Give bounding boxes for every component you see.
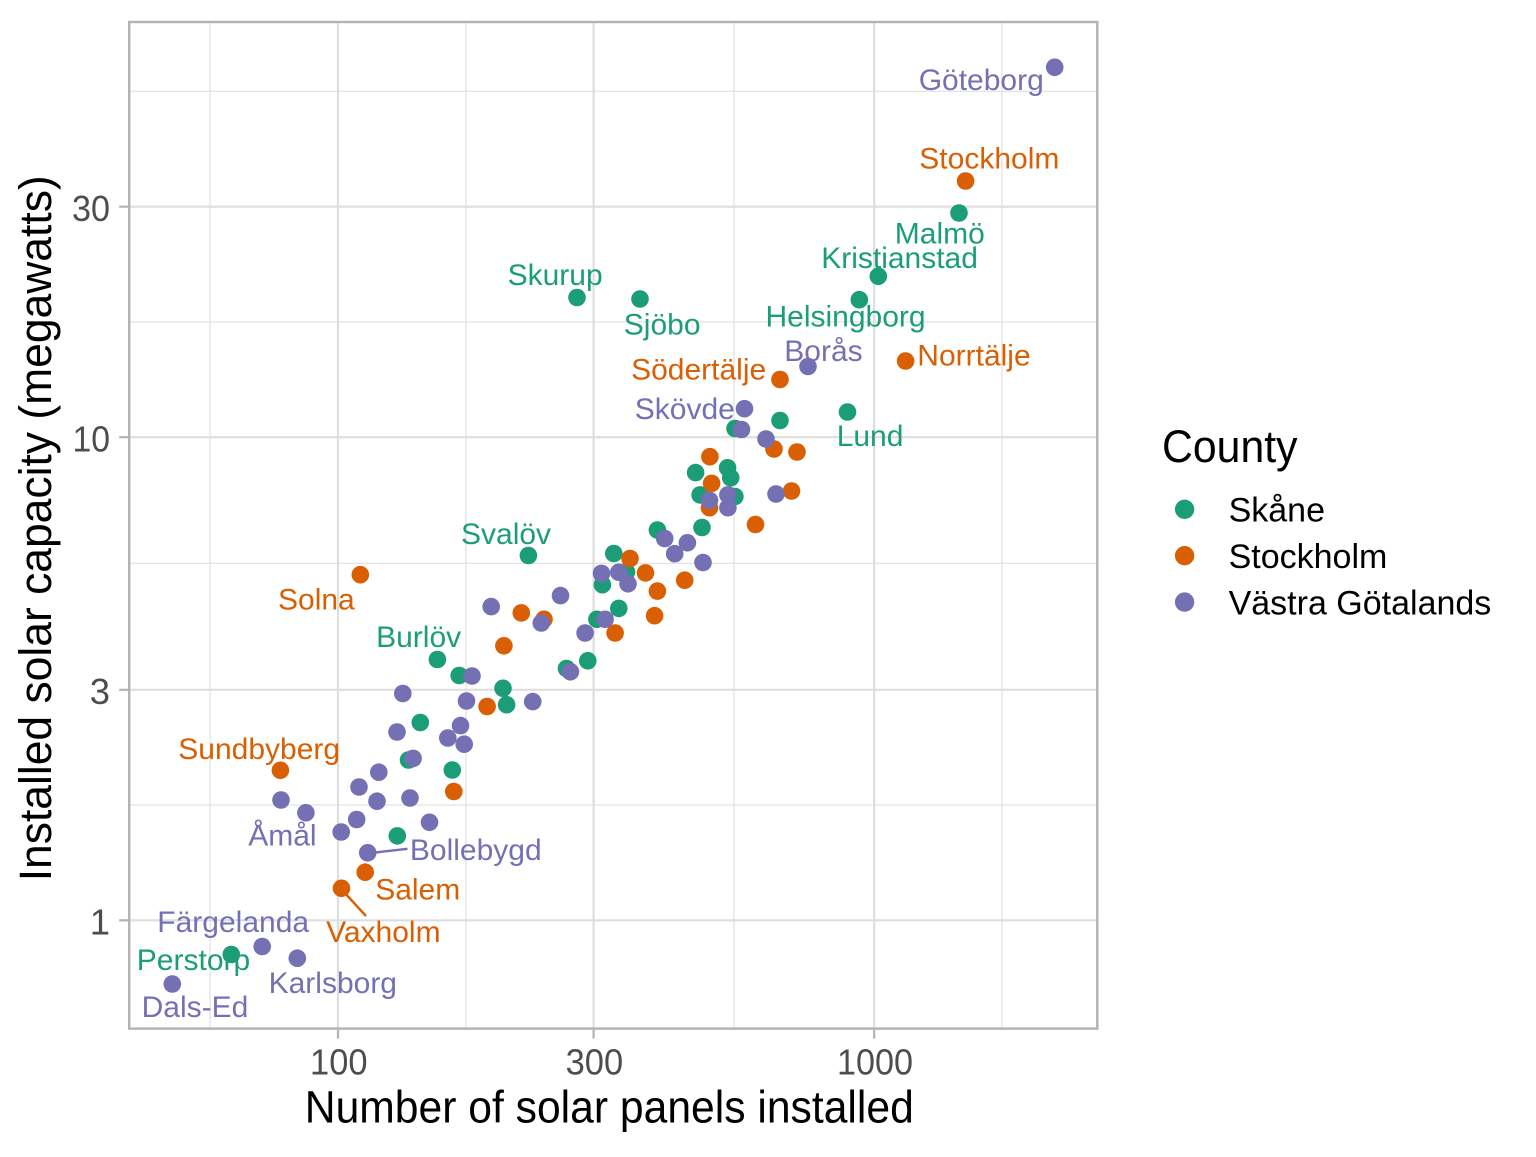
svg-text:1000: 1000 — [837, 1042, 913, 1083]
svg-text:County: County — [1162, 421, 1298, 472]
svg-text:Skövde: Skövde — [635, 393, 735, 426]
svg-text:Karlsborg: Karlsborg — [269, 967, 397, 1000]
svg-text:Vaxholm: Vaxholm — [326, 916, 441, 949]
svg-text:Västra Götalands: Västra Götalands — [1229, 585, 1492, 623]
svg-text:Salem: Salem — [375, 874, 460, 907]
svg-text:Svalöv: Svalöv — [461, 518, 551, 551]
svg-text:10: 10 — [73, 419, 111, 460]
svg-text:Borås: Borås — [784, 335, 862, 368]
svg-text:Malmö: Malmö — [895, 218, 985, 251]
svg-text:3: 3 — [90, 671, 110, 712]
svg-text:Dals-Ed: Dals-Ed — [142, 991, 249, 1024]
svg-text:1: 1 — [90, 902, 110, 943]
svg-text:Sjöbo: Sjöbo — [624, 309, 701, 342]
svg-text:Sundbyberg: Sundbyberg — [178, 733, 340, 766]
svg-text:Skåne: Skåne — [1229, 492, 1325, 530]
svg-text:Skurup: Skurup — [508, 259, 603, 292]
svg-text:Färgelanda: Färgelanda — [157, 906, 309, 939]
svg-text:Kristianstad: Kristianstad — [821, 242, 978, 275]
svg-text:Göteborg: Göteborg — [919, 64, 1044, 97]
svg-text:Åmål: Åmål — [248, 819, 316, 852]
svg-text:Installed solar capacity (mega: Installed solar capacity (megawatts) — [10, 175, 61, 881]
svg-text:Solna: Solna — [278, 583, 355, 616]
svg-text:Perstorp: Perstorp — [137, 944, 250, 977]
svg-text:100: 100 — [310, 1042, 368, 1083]
svg-text:30: 30 — [72, 188, 110, 229]
svg-text:Norrtälje: Norrtälje — [917, 340, 1030, 373]
svg-text:Bollebygd: Bollebygd — [410, 834, 542, 867]
svg-text:Södertälje: Södertälje — [631, 354, 766, 387]
svg-text:Lund: Lund — [837, 420, 904, 453]
svg-text:Stockholm: Stockholm — [919, 143, 1059, 176]
svg-text:Number of solar panels install: Number of solar panels installed — [305, 1082, 914, 1133]
svg-text:Burlöv: Burlöv — [376, 621, 461, 654]
svg-text:Stockholm: Stockholm — [1229, 538, 1388, 576]
svg-text:300: 300 — [566, 1042, 624, 1083]
svg-text:Helsingborg: Helsingborg — [766, 301, 926, 334]
